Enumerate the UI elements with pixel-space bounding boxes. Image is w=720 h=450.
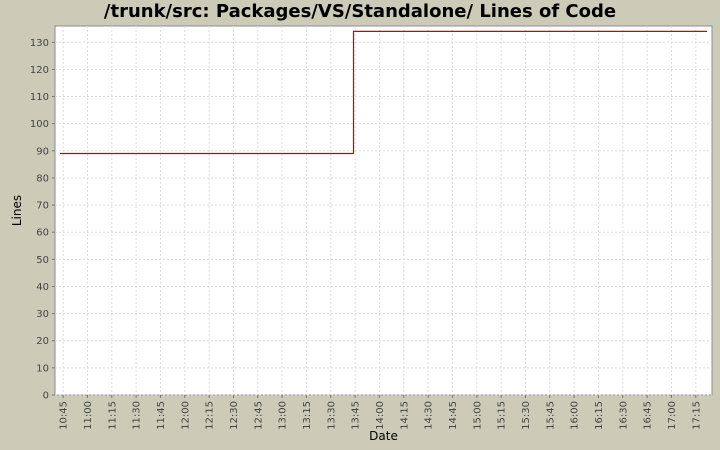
y-tick-label: 90 [36,146,49,157]
x-tick-label: 12:30 [229,401,240,430]
x-tick-label: 12:45 [253,401,264,430]
y-tick-label: 20 [36,336,49,347]
x-tick-label: 12:00 [180,401,191,430]
y-tick-label: 10 [36,363,49,374]
x-tick-label: 14:15 [399,401,410,430]
x-tick-label: 16:45 [643,401,654,430]
x-tick-label: 16:00 [570,401,581,430]
y-tick-label: 40 [36,282,49,293]
y-tick-label: 60 [36,228,49,239]
x-tick-label: 11:15 [107,401,118,430]
series-layer [59,30,708,155]
x-tick-label: 17:15 [691,401,702,430]
x-tick-label: 15:45 [545,401,556,430]
y-tick-label: 50 [36,255,49,266]
x-tick-label: 12:15 [205,401,216,430]
x-tick-label: 11:30 [132,401,143,430]
y-tick-label: 130 [30,38,49,49]
x-axis-label: Date [369,429,398,443]
x-tick-label: 17:00 [667,401,678,430]
x-tick-label: 15:15 [497,401,508,430]
x-tick-label: 13:45 [351,401,362,430]
y-tick-label: 80 [36,173,49,184]
y-tick-label: 120 [30,65,49,76]
x-tick-label: 14:30 [424,401,435,430]
x-tick-label: 16:15 [594,401,605,430]
y-tick-label: 110 [30,92,49,103]
plot-area [54,25,713,396]
y-tick-label: 0 [43,391,49,402]
y-tick-label: 70 [36,201,49,212]
series-line [59,30,708,155]
x-tick-label: 14:45 [448,401,459,430]
y-tick-label: 30 [36,309,49,320]
x-tick-label: 13:15 [302,401,313,430]
y-tick-label: 100 [30,119,49,130]
grid-lines [55,26,712,396]
x-tick-label: 14:00 [375,401,386,430]
x-tick-label: 13:30 [326,401,337,430]
x-tick-label: 11:00 [83,401,94,430]
x-tick-label: 11:45 [156,401,167,430]
y-axis-label: Lines [10,195,24,226]
x-tick-label: 10:45 [59,401,70,430]
x-tick-label: 15:30 [521,401,532,430]
chart-title: /trunk/src: Packages/VS/Standalone/ Line… [103,1,617,22]
x-tick-label: 13:00 [278,401,289,430]
x-tick-label: 16:30 [618,401,629,430]
axes: 0 10 20 30 40 50 60 70 80 90 100 110 120 130 10:45 11:0… [30,38,702,430]
x-tick-label: 15:00 [472,401,483,430]
